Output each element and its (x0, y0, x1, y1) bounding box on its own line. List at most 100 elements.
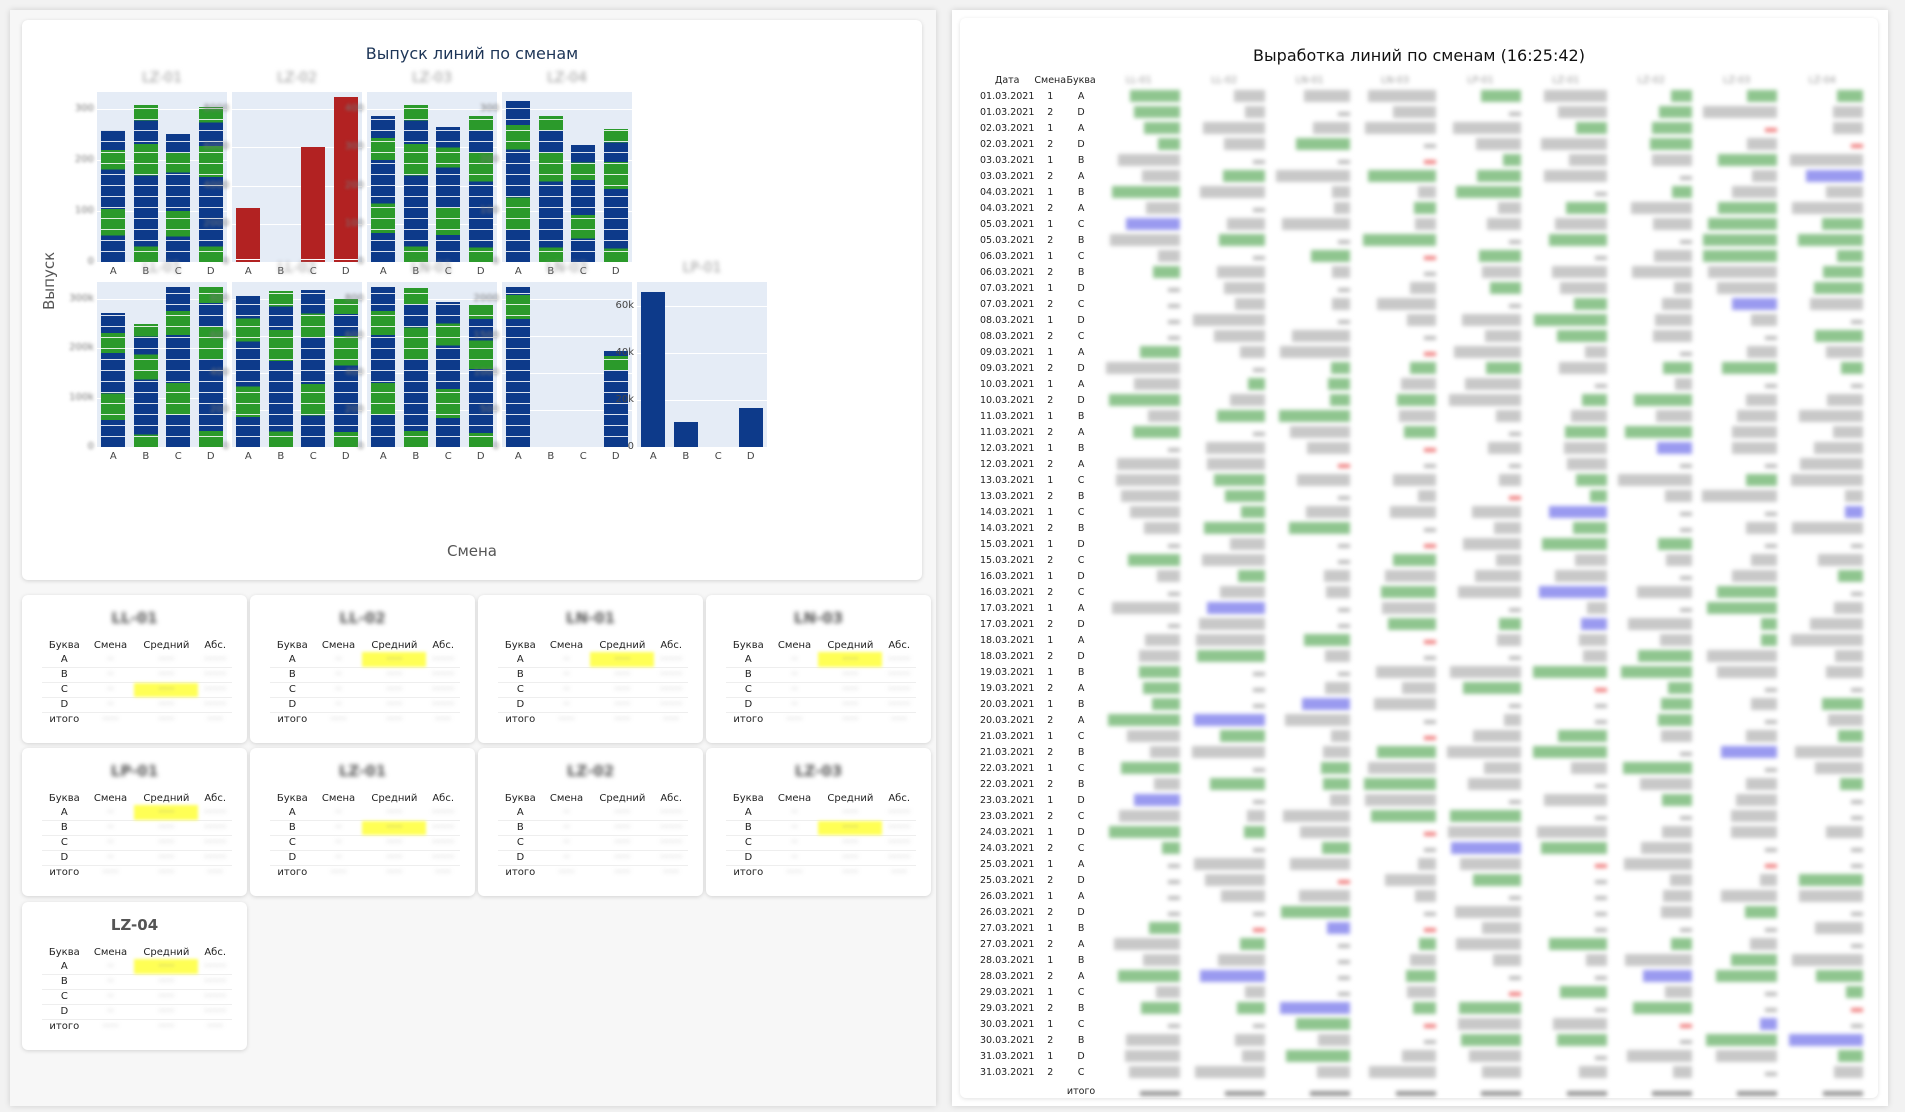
value-cell (1609, 424, 1694, 440)
value-cell (1438, 408, 1523, 424)
value-bar (1656, 410, 1693, 422)
letter-cell: D (1077, 906, 1085, 918)
shift-cell: ·· (542, 682, 591, 698)
letter-cell: C (498, 835, 543, 851)
table-row: A ·· ····· ······· (726, 652, 916, 668)
table-row: 21.03.2021 2 B (980, 744, 1865, 760)
shift-cell: 1 (1047, 506, 1054, 518)
stats-table: Буква Смена Средний Абс. A ·· ····· ······· B ·· ·… (42, 639, 232, 727)
table-row: 11.03.2021 1 B (980, 408, 1865, 424)
letter-cell: B (498, 820, 543, 836)
column-header-letter: Буква (732, 640, 764, 651)
total-value: ····· (102, 867, 119, 879)
value-cell (1779, 1064, 1865, 1080)
gridline (97, 397, 227, 399)
value-cell (1779, 792, 1865, 808)
value-bar (1540, 842, 1607, 854)
value-cell (1182, 120, 1267, 136)
value-bar (1673, 282, 1693, 294)
value-bar (1110, 234, 1180, 246)
value-cell (1694, 488, 1779, 504)
shift-cell: ·· (770, 805, 819, 821)
value-cell (1352, 328, 1437, 344)
abs-cell: ······· (426, 652, 460, 668)
value-bar (1456, 186, 1522, 198)
mini-chart-lp-01: LP-01 0 20k 40k 60k A B C D (615, 260, 767, 462)
value-cell (1182, 824, 1267, 840)
value-bar (1544, 90, 1607, 102)
y-tick-label: 0 (357, 256, 364, 267)
bar-stripes (468, 115, 493, 262)
abs-cell: ······· (198, 820, 232, 836)
value-bar (1219, 730, 1265, 742)
bar-b (403, 287, 428, 447)
value-cell (1182, 312, 1267, 328)
value-bar (1199, 970, 1265, 982)
shift-cell: ·· (86, 989, 135, 1005)
value-cell (1182, 696, 1267, 712)
value-bar (1417, 186, 1436, 198)
value-bar (1622, 762, 1693, 774)
table-row: 19.03.2021 2 A (980, 680, 1865, 696)
stats-table: Буква Смена Средний Абс. A ·· ····· ······· B ·· ·… (42, 946, 232, 1034)
value-bar (1204, 874, 1265, 886)
table-row: B ·· ····· ······· (42, 820, 232, 836)
value-bar (1193, 314, 1265, 326)
abs-cell: ······· (882, 697, 916, 713)
value-bar (1745, 906, 1778, 918)
total-value: ····· (158, 867, 175, 879)
value-bar (1252, 672, 1265, 676)
value-bar (1813, 282, 1863, 294)
column-header-lz-04: LZ-04 (1808, 75, 1836, 86)
value-bar (1791, 202, 1863, 214)
shift-cell: 1 (1047, 730, 1054, 742)
letter-cell: A (270, 805, 315, 821)
letter-cell: D (1077, 874, 1085, 886)
value-bar (1221, 890, 1265, 902)
value-bar (1509, 656, 1522, 660)
y-tick-label: 500 (479, 403, 499, 415)
value-bar (1338, 944, 1351, 948)
avg-cell: ····· (590, 682, 655, 698)
table-row: C ·· ····· ······· (498, 682, 688, 698)
date-cell: 26.03.2021 (980, 906, 1035, 918)
value-bar (1566, 1090, 1607, 1096)
letter-cell: A (1077, 346, 1085, 358)
value-bar (1626, 1050, 1693, 1062)
value-bar (1717, 154, 1778, 166)
bar-stripes (101, 130, 126, 262)
value-cell (1267, 136, 1352, 152)
x-tick-label: A (379, 266, 387, 277)
value-bar (1618, 474, 1693, 486)
stats-card-ln-03: LN-03 Буква Смена Средний Абс. A ·· ····· ······… (706, 595, 931, 743)
letter-cell: D (1077, 650, 1085, 662)
value-bar (1670, 874, 1693, 886)
value-cell (1438, 280, 1523, 296)
stats-card-ll-02: LL-02 Буква Смена Средний Абс. A ·· ····· ······… (250, 595, 475, 743)
value-bar (1235, 298, 1265, 310)
value-cell (1609, 840, 1694, 856)
value-bar (1413, 1002, 1436, 1014)
value-cell (1779, 888, 1865, 904)
value-bar (1463, 538, 1522, 550)
value-bar (1578, 1066, 1607, 1078)
value-cell (1523, 328, 1608, 344)
letter-cell: B (1077, 666, 1085, 678)
value-cell (1694, 152, 1779, 168)
value-cell (1694, 248, 1779, 264)
value-bar (1745, 730, 1778, 742)
value-bar (1126, 730, 1180, 742)
shift-cell: 2 (1047, 394, 1054, 406)
x-tick-label: B (547, 451, 555, 462)
value-cell (1352, 776, 1437, 792)
column-header-lz-02: LZ-02 (1637, 75, 1665, 86)
date-cell: 05.03.2021 (980, 234, 1035, 246)
value-bar (1252, 160, 1265, 164)
table-row: 25.03.2021 1 A (980, 856, 1865, 872)
value-cell (1779, 296, 1865, 312)
value-cell (1694, 296, 1779, 312)
value-cell (1182, 216, 1267, 232)
abs-cell: ······· (882, 667, 916, 683)
value-cell (1523, 312, 1608, 328)
value-bar (1851, 816, 1863, 820)
